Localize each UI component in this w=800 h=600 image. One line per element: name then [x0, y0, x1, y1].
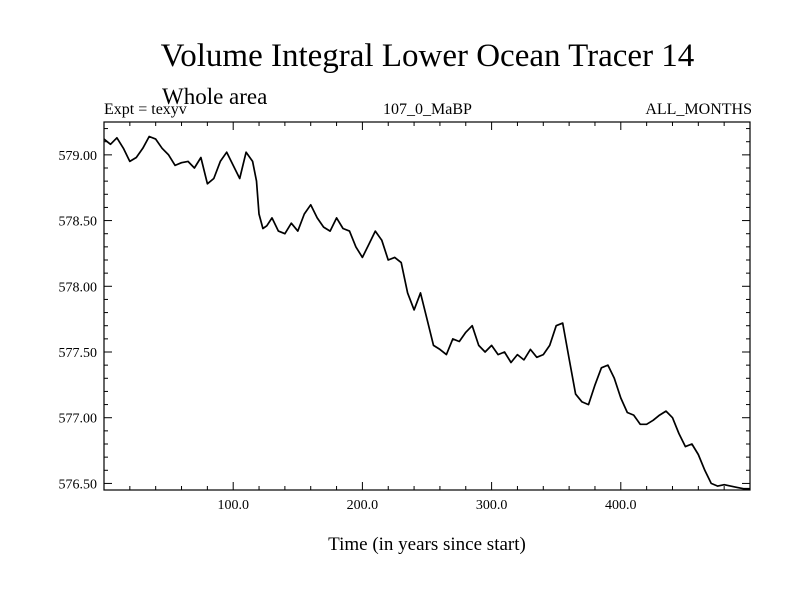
chart-title: Volume Integral Lower Ocean Tracer 14 [160, 38, 695, 74]
y-tick-label: 577.50 [59, 346, 98, 361]
y-tick-label: 578.50 [59, 215, 98, 230]
x-tick-label: 400.0 [605, 498, 637, 513]
experiment-label: Expt = texyv [104, 101, 187, 118]
axis-tick-labels: 100.0 200.0 300.0 400.0 576.50 577.00 577.50 57… [59, 149, 637, 513]
x-tick-label: 300.0 [476, 498, 508, 513]
plot-frame [103, 121, 751, 491]
y-tick-label: 578.00 [59, 280, 98, 295]
data-line [103, 135, 750, 490]
period-label: 107_0_MaBP [383, 101, 472, 118]
y-tick-label: 579.00 [59, 149, 98, 164]
chart-subtitle: Whole area [162, 84, 268, 109]
x-tick-label: 200.0 [347, 498, 379, 513]
axis-ticks [104, 122, 750, 490]
x-tick-label: 100.0 [217, 498, 249, 513]
y-tick-label: 577.00 [59, 412, 98, 427]
months-label: ALL_MONTHS [645, 101, 752, 118]
x-axis-title: Time (in years since start) [328, 534, 526, 555]
y-tick-label: 576.50 [59, 477, 98, 492]
